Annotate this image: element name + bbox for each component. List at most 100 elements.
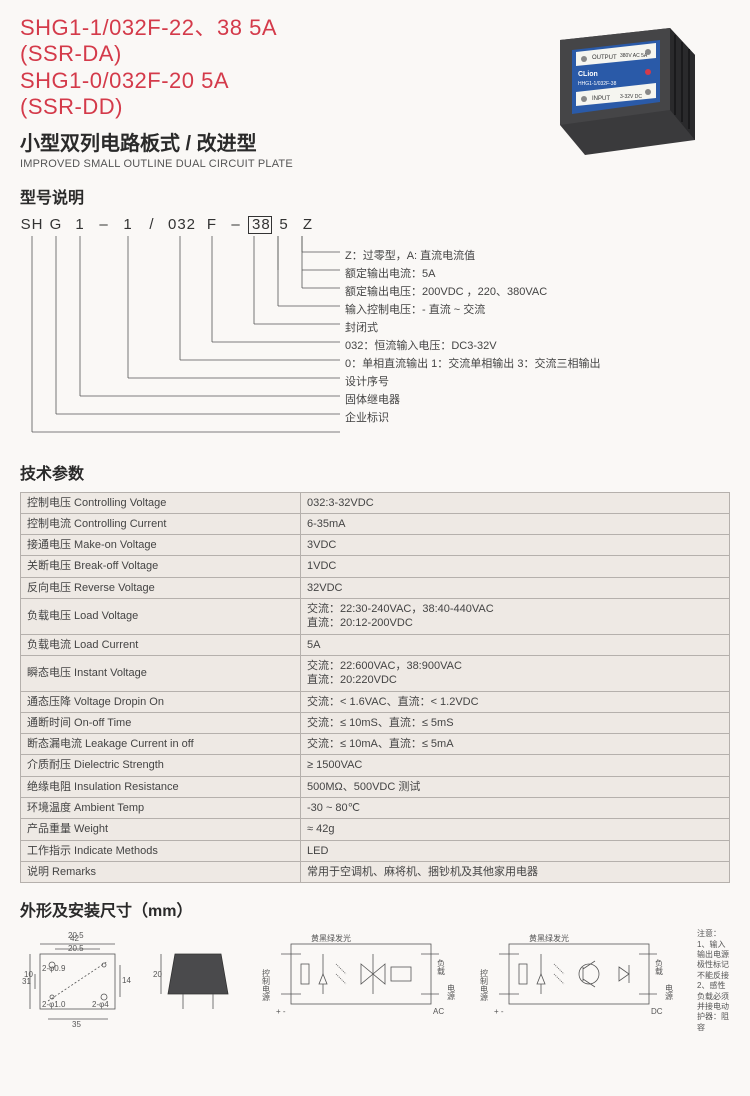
dims-title: 外形及安装尺寸（mm） [20,897,730,921]
param-value: -30 ~ 80℃ [301,798,730,819]
param-name: 绝缘电阻 Insulation Resistance [21,776,301,797]
svg-text:14: 14 [122,976,131,985]
param-value: 32VDC [301,577,730,598]
table-row: 绝缘电阻 Insulation Resistance500MΩ、500VDC 测… [21,776,730,797]
code-dash2: – [224,216,248,234]
table-row: 接通电压 Make-on Voltage3VDC [21,535,730,556]
circuit-diagram-2: 控制电源 负载 电源 黄黑绿发光 + - DC [479,929,679,1029]
param-value: 交流：< 1.6VAC、直流：< 1.2VDC [301,691,730,712]
param-name: 接通电压 Make-on Voltage [21,535,301,556]
param-value: ≥ 1500VAC [301,755,730,776]
svg-text:电源: 电源 [665,983,674,1001]
svg-text:HHG1-1/032F-38: HHG1-1/032F-38 [578,81,617,87]
param-name: 通态压降 Voltage Dropin On [21,691,301,712]
svg-text:2-φ1.0: 2-φ1.0 [42,1000,66,1009]
table-row: 控制电流 Controlling Current6-35mA [21,513,730,534]
param-value: 5A [301,634,730,655]
table-row: 通断时间 On-off Time交流：≤ 10mS、直流：≤ 5mS [21,712,730,733]
svg-text:INPUT: INPUT [592,96,610,102]
param-name: 负载电压 Load Voltage [21,599,301,635]
param-value: 032:3-32VDC [301,492,730,513]
exp-5: 032：恒流输入电压：DC3-32V [345,337,497,353]
svg-text:黄黑绿发光: 黄黑绿发光 [311,933,351,943]
param-value: 交流：22:30-240VAC，38:40-440VAC直流：20:12-200… [301,599,730,635]
code-f: F [200,216,224,234]
dim-side-view: 20 [153,929,243,1029]
model-section-title: 型号说明 [20,184,730,208]
exp-7: 设计序号 [345,373,389,389]
exp-2: 额定输出电压：200VDC ，220、380VAC [345,283,547,299]
param-value: 500MΩ、500VDC 测试 [301,776,730,797]
svg-text:CLion: CLion [578,71,598,78]
param-name: 产品重量 Weight [21,819,301,840]
svg-text:DC: DC [651,1007,663,1016]
note-2: 2、感性负载必须并接电动护器：阻容 [697,981,730,1033]
table-row: 负载电流 Load Current5A [21,634,730,655]
svg-text:AC: AC [433,1007,444,1016]
exp-9: 企业标识 [345,409,389,425]
param-value: 1VDC [301,556,730,577]
param-value: 6-35mA [301,513,730,534]
svg-text:+ -: + - [276,1007,286,1016]
table-row: 工作指示 Indicate MethodsLED [21,840,730,861]
note-1: 1、输入输出电源极性标记不能反接 [697,940,730,982]
code-slash: / [140,216,164,234]
svg-text:20.5: 20.5 [68,931,84,940]
param-value: 交流：22:600VAC，38:900VAC直流：20:220VDC [301,655,730,691]
svg-text:负载: 负载 [655,958,664,976]
table-row: 产品重量 Weight≈ 42g [21,819,730,840]
svg-text:20.5: 20.5 [68,944,84,953]
param-value: 3VDC [301,535,730,556]
param-name: 控制电压 Controlling Voltage [21,492,301,513]
param-name: 瞬态电压 Instant Voltage [21,655,301,691]
param-name: 断态漏电流 Leakage Current in off [21,734,301,755]
exp-4: 封闭式 [345,319,378,335]
table-row: 控制电压 Controlling Voltage032:3-32VDC [21,492,730,513]
dim-top-view: 42 20.5 20.5 31 10 2-φ0.9 2-φ1.0 2-φ4 14… [20,929,135,1029]
tech-title: 技术参数 [20,460,730,484]
exp-0: Z：过零型，A: 直流电流值 [345,247,475,263]
exp-6: 0：单相直流输出 1：交流单相输出 3：交流三相输出 [345,355,600,371]
tech-table: 控制电压 Controlling Voltage032:3-32VDC控制电流 … [20,492,730,884]
svg-text:电源: 电源 [447,983,456,1001]
exp-3: 输入控制电压：- 直流 ~ 交流 [345,301,485,317]
svg-text:控制电源: 控制电源 [262,968,271,1002]
table-row: 说明 Remarks常用于空调机、麻将机、捆钞机及其他家用电器 [21,861,730,882]
param-value: 交流：≤ 10mS、直流：≤ 5mS [301,712,730,733]
svg-text:负载: 负载 [437,958,446,976]
param-name: 通断时间 On-off Time [21,712,301,733]
svg-text:20: 20 [153,970,162,979]
svg-text:2-φ4: 2-φ4 [92,1000,109,1009]
code-1a: 1 [68,216,92,234]
table-row: 负载电压 Load Voltage交流：22:30-240VAC，38:40-4… [21,599,730,635]
product-image: OUTPUT 380V AC 5A CLion HHG1-1/032F-38 I… [520,10,720,165]
code-5: 5 [272,216,296,234]
param-name: 关断电压 Break-off Voltage [21,556,301,577]
param-name: 控制电流 Controlling Current [21,513,301,534]
code-032: 032 [164,216,200,234]
svg-text:黄黑绿发光: 黄黑绿发光 [529,933,569,943]
table-row: 环境温度 Ambient Temp-30 ~ 80℃ [21,798,730,819]
table-row: 介质耐压 Dielectric Strength≥ 1500VAC [21,755,730,776]
model-code: SH G 1 – 1 / 032 F – 38 5 Z [20,216,320,234]
svg-text:OUTPUT: OUTPUT [592,55,617,61]
svg-text:380V AC 5A: 380V AC 5A [620,53,648,59]
param-name: 工作指示 Indicate Methods [21,840,301,861]
svg-text:2-φ0.9: 2-φ0.9 [42,964,66,973]
model-explain-block: SH G 1 – 1 / 032 F – 38 5 Z [20,216,730,446]
code-z: Z [296,216,320,234]
param-value: LED [301,840,730,861]
param-name: 说明 Remarks [21,861,301,882]
param-value: 交流：≤ 10mA、直流：≤ 5mA [301,734,730,755]
header: SHG1-1/032F-22、38 5A (SSR-DA) SHG1-0/032… [20,15,730,170]
code-dash1: – [92,216,116,234]
param-value: ≈ 42g [301,819,730,840]
param-name: 介质耐压 Dielectric Strength [21,755,301,776]
param-name: 环境温度 Ambient Temp [21,798,301,819]
svg-text:35: 35 [72,1020,81,1029]
exp-8: 固体继电器 [345,391,400,407]
table-row: 瞬态电压 Instant Voltage交流：22:600VAC，38:900V… [21,655,730,691]
table-row: 通态压降 Voltage Dropin On交流：< 1.6VAC、直流：< 1… [21,691,730,712]
exp-1: 额定输出电流：5A [345,265,435,281]
param-name: 反向电压 Reverse Voltage [21,577,301,598]
